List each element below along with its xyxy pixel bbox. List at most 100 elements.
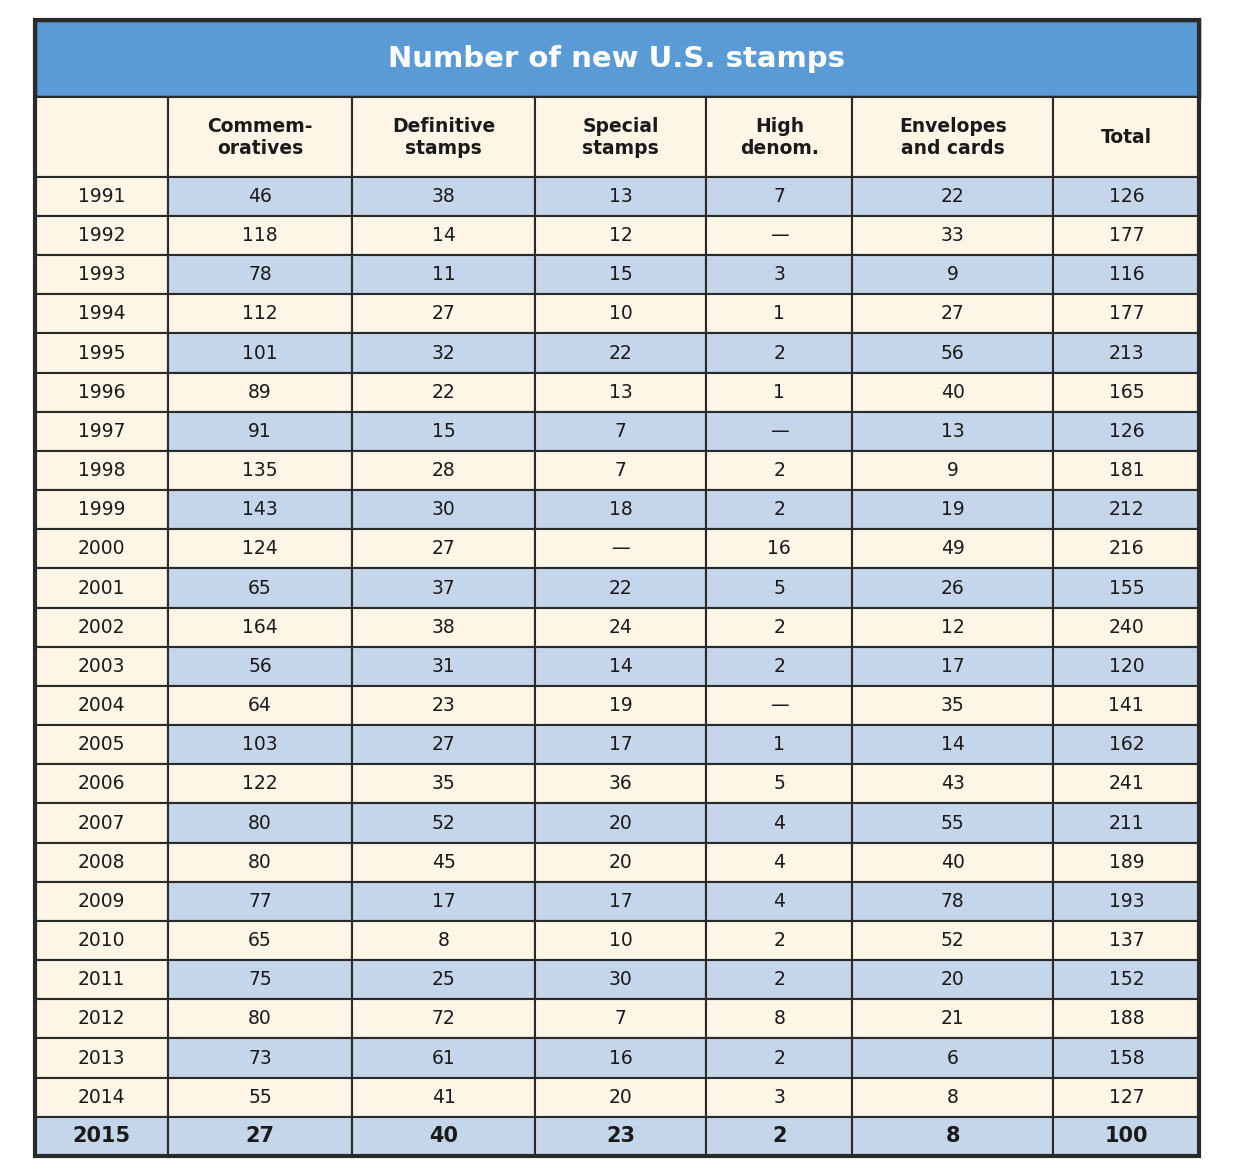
Bar	[35, 843, 168, 882]
Text: 30: 30	[608, 970, 633, 989]
Bar	[35, 1117, 168, 1156]
Bar	[536, 1038, 706, 1077]
Bar	[706, 803, 853, 843]
Bar	[168, 255, 352, 294]
Text: 8: 8	[946, 1088, 959, 1107]
Text: 124: 124	[242, 540, 278, 559]
Text: 27: 27	[432, 540, 455, 559]
Bar	[168, 882, 352, 921]
Text: 2: 2	[772, 1127, 786, 1147]
Text: —: —	[770, 696, 789, 715]
Bar	[352, 490, 536, 529]
Bar	[853, 98, 1053, 176]
Text: 65: 65	[248, 579, 271, 597]
Text: 165: 165	[1108, 382, 1144, 402]
Text: 143: 143	[242, 500, 278, 520]
Bar	[1053, 608, 1199, 647]
Text: 80: 80	[248, 1009, 271, 1029]
Text: 2: 2	[774, 657, 785, 676]
Text: 2009: 2009	[78, 891, 125, 911]
Bar	[706, 412, 853, 450]
Text: 17: 17	[432, 891, 455, 911]
Bar	[706, 373, 853, 412]
Text: 20: 20	[608, 814, 633, 833]
Bar	[168, 764, 352, 803]
Bar	[35, 529, 168, 568]
Bar	[853, 450, 1053, 490]
Bar	[706, 608, 853, 647]
Bar	[536, 412, 706, 450]
Bar	[1053, 803, 1199, 843]
Bar	[853, 921, 1053, 960]
Bar	[853, 334, 1053, 373]
Bar	[706, 450, 853, 490]
Bar	[853, 843, 1053, 882]
Bar	[35, 255, 168, 294]
Text: 20: 20	[608, 853, 633, 871]
Text: 2004: 2004	[78, 696, 126, 715]
Bar	[1053, 843, 1199, 882]
Bar	[853, 764, 1053, 803]
Bar	[853, 726, 1053, 764]
Text: 56: 56	[942, 343, 965, 362]
Text: 103: 103	[242, 735, 278, 754]
Text: 2002: 2002	[78, 617, 125, 636]
Text: 7: 7	[615, 1009, 627, 1029]
Text: 19: 19	[608, 696, 633, 715]
Text: 122: 122	[242, 774, 278, 794]
Text: 2: 2	[774, 617, 785, 636]
Text: Definitive
stamps: Definitive stamps	[392, 116, 495, 158]
Bar	[352, 450, 536, 490]
Bar	[853, 1117, 1053, 1156]
Text: 2006: 2006	[78, 774, 125, 794]
Text: 38: 38	[432, 617, 455, 636]
Bar	[853, 255, 1053, 294]
Bar	[706, 764, 853, 803]
Bar	[1053, 412, 1199, 450]
Bar	[168, 176, 352, 216]
Bar	[1053, 882, 1199, 921]
Bar	[706, 726, 853, 764]
Bar	[35, 764, 168, 803]
Bar	[853, 960, 1053, 1000]
Text: 17: 17	[608, 891, 633, 911]
Bar	[35, 216, 168, 255]
Text: 17: 17	[608, 735, 633, 754]
Text: 56: 56	[248, 657, 271, 676]
Bar	[1053, 568, 1199, 608]
Bar	[706, 1117, 853, 1156]
Text: 27: 27	[246, 1127, 275, 1147]
Bar	[536, 334, 706, 373]
Bar	[352, 1038, 536, 1077]
Bar	[35, 882, 168, 921]
Text: 7: 7	[615, 461, 627, 480]
Bar	[706, 216, 853, 255]
Bar	[1053, 334, 1199, 373]
Text: 13: 13	[942, 422, 965, 441]
Text: 3: 3	[774, 265, 785, 285]
Text: 25: 25	[432, 970, 455, 989]
Bar	[536, 764, 706, 803]
Text: 16: 16	[768, 540, 791, 559]
Bar	[168, 373, 352, 412]
Text: 240: 240	[1108, 617, 1144, 636]
Text: 91: 91	[248, 422, 271, 441]
Bar	[853, 176, 1053, 216]
Bar	[706, 843, 853, 882]
Text: Commem-
oratives: Commem- oratives	[207, 116, 313, 158]
Bar	[352, 255, 536, 294]
Text: 10: 10	[608, 931, 633, 950]
Text: 24: 24	[608, 617, 633, 636]
Text: —: —	[611, 540, 631, 559]
Text: 10: 10	[608, 305, 633, 323]
Bar	[1053, 490, 1199, 529]
Bar	[536, 255, 706, 294]
Text: 241: 241	[1108, 774, 1144, 794]
Bar	[352, 1000, 536, 1038]
Text: 112: 112	[242, 305, 278, 323]
Text: 15: 15	[432, 422, 455, 441]
Bar	[168, 726, 352, 764]
Bar	[536, 294, 706, 334]
Text: 2: 2	[774, 500, 785, 520]
Text: 17: 17	[942, 657, 965, 676]
